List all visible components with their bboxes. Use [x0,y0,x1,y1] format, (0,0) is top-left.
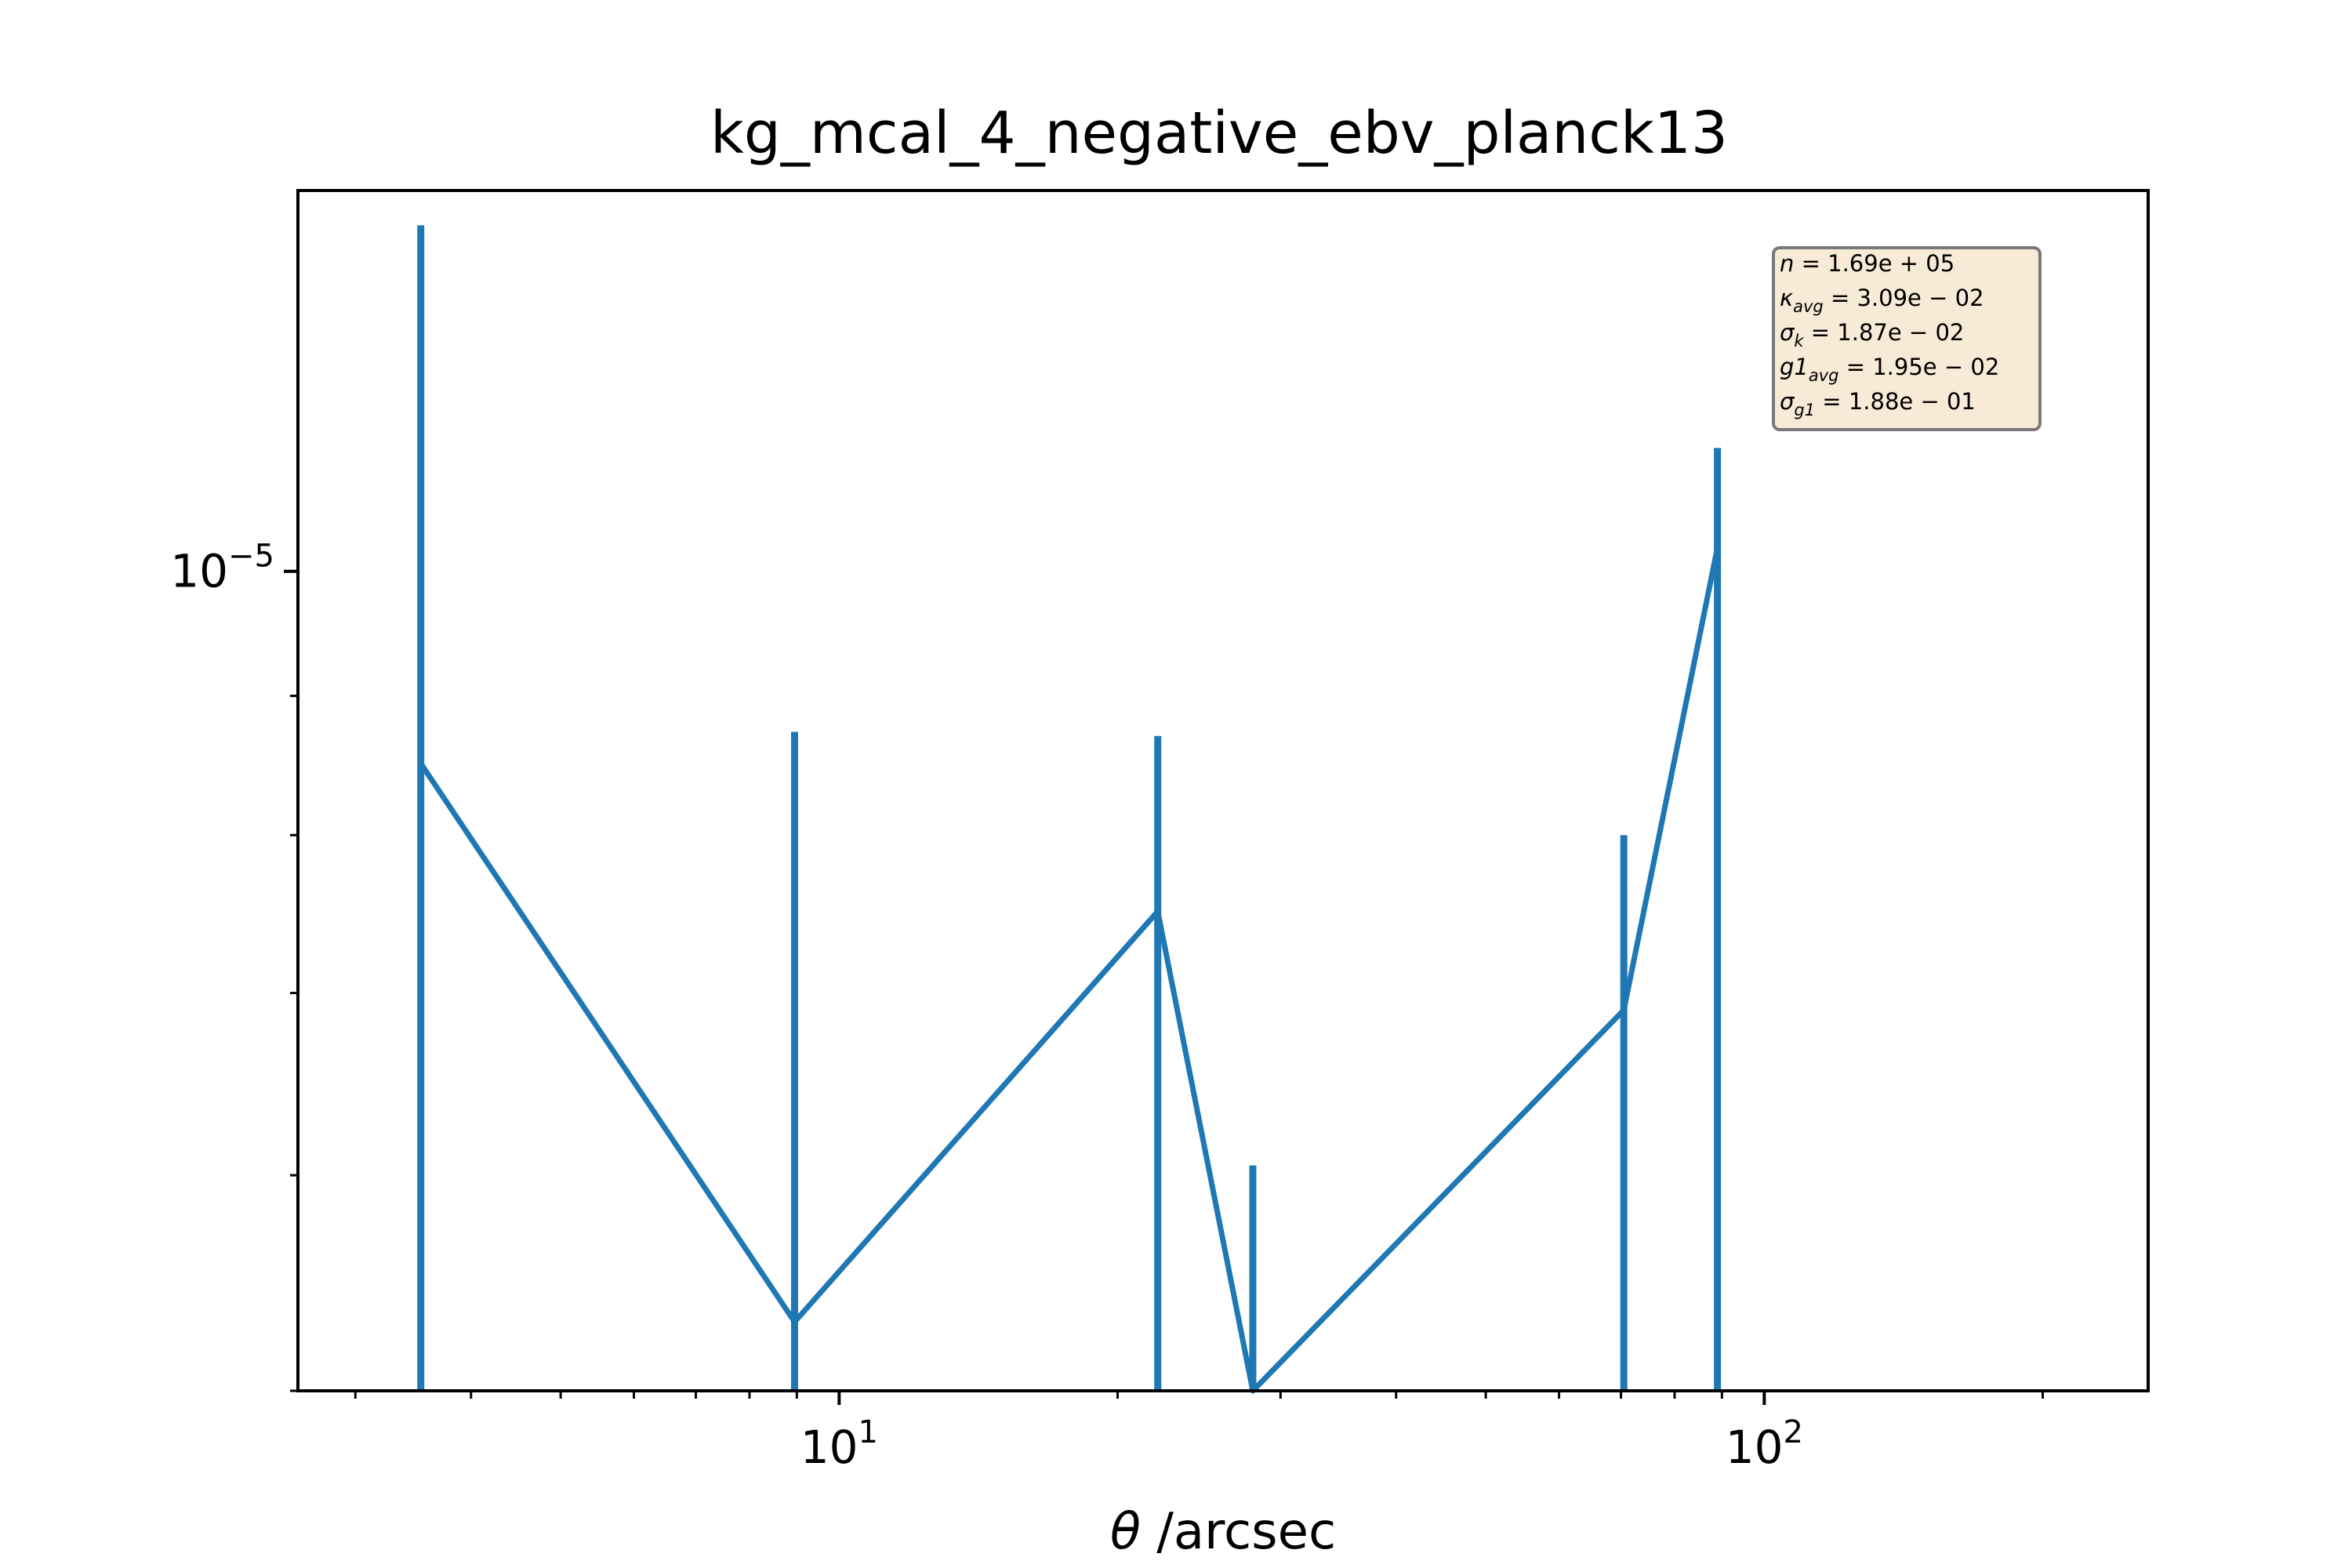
y-tick-label-1: 10−5 [170,539,274,598]
stats-box-background [1772,246,2042,431]
stats-line-5: σg1 = 1.88e − 01 [1780,388,1976,419]
stats-line-3: σk = 1.87e − 02 [1780,319,1964,350]
x-axis-label: θ /arcsec [1110,1503,1336,1561]
stats-line-4: g1avg = 1.95e − 02 [1780,354,1999,385]
chart-title: kg_mcal_4_negative_ebv_planck13 [710,100,1728,167]
x-tick-label-2: 102 [1726,1414,1803,1474]
y-axis: 10−5 [170,539,298,1392]
series-line [418,547,1721,1394]
plot-area [417,225,1722,1394]
stats-line-1: n = 1.69e + 05 [1780,250,1955,277]
x-axis-label-symbol: θ [1110,1503,1141,1561]
axes-frame [296,189,2150,1392]
x-axis-label-unit: /arcsec [1141,1503,1336,1561]
x-axis: 101 102 [354,1391,2045,1474]
stats-line-2: κavg = 3.09e − 02 [1780,285,1984,316]
x-tick-label-1: 101 [800,1414,878,1474]
